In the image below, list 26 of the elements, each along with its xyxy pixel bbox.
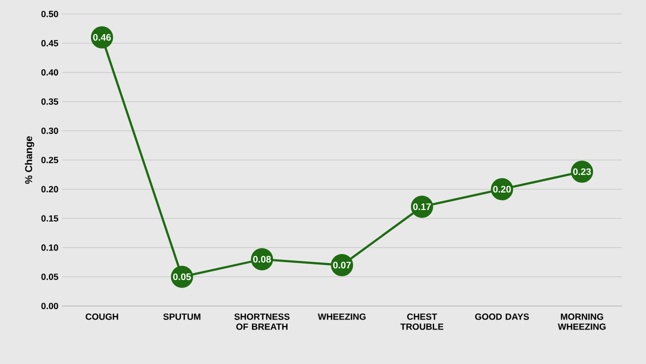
data-label: 0.08 [253, 256, 271, 263]
y-tick-label: 0.10 [41, 244, 58, 251]
y-tick-label: 0.25 [41, 156, 58, 164]
data-label: 0.46 [93, 34, 111, 41]
y-tick-label: 0.45 [41, 40, 58, 46]
data-label: 0.20 [493, 186, 511, 193]
x-tick-label: CHEST TROUBLE [400, 314, 444, 330]
x-tick-label: SHORTNESS OF BREATH [234, 314, 290, 330]
y-tick-label: 0.05 [41, 274, 58, 280]
x-tick-label: GOOD DAYS [475, 314, 529, 320]
y-tick-label: 0.50 [41, 10, 58, 18]
x-tick-label: COUGH [86, 314, 118, 320]
y-axis-title: % Change [24, 136, 34, 184]
y-tick-label: 0.00 [41, 302, 58, 310]
x-tick-label: SPUTUM [163, 314, 200, 320]
data-label: 0.23 [573, 168, 591, 176]
y-tick-label: 0.30 [41, 128, 58, 134]
y-tick-label: 0.20 [41, 186, 58, 192]
data-label: 0.17 [413, 203, 431, 210]
y-tick-label: 0.40 [41, 69, 58, 76]
y-tick-label: 0.15 [41, 215, 58, 222]
data-label: 0.05 [173, 273, 191, 280]
y-tick-label: 0.35 [41, 98, 58, 105]
data-label: 0.07 [333, 262, 351, 268]
x-tick-label: WHEEZING [318, 314, 366, 320]
x-tick-label: MORNING WHEEZING [558, 314, 606, 330]
